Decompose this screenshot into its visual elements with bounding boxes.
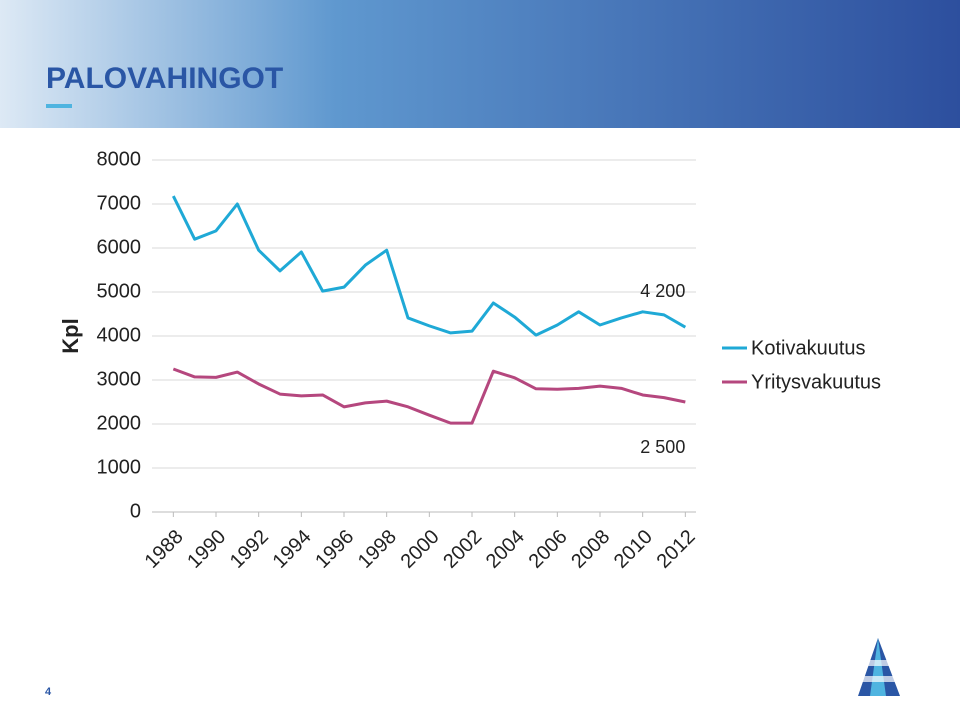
x-tick-label: 2010 (610, 526, 657, 573)
annotation: 2 500 (640, 437, 685, 457)
legend-label: Kotivakuutus (751, 337, 866, 359)
annotation: 4 200 (640, 281, 685, 301)
series-line (171, 195, 687, 337)
slide-title: PALOVAHINGOT (46, 62, 283, 95)
x-tick-label: 2008 (567, 526, 614, 573)
series-line (172, 367, 686, 425)
page-number: 4 (45, 686, 52, 698)
x-tick-label: 1992 (226, 526, 273, 573)
legend-label: Yritysvakuutus (751, 371, 881, 393)
x-tick-label: 1988 (141, 526, 188, 573)
y-tick-label: 0 (130, 500, 141, 522)
y-tick-label: 8000 (97, 148, 142, 170)
x-tick-label: 2004 (482, 526, 529, 573)
y-axis-label: Kpl (58, 318, 83, 353)
x-tick-label: 2000 (397, 526, 444, 573)
x-tick-label: 1990 (183, 526, 230, 573)
x-tick-label: 2002 (439, 526, 486, 573)
y-tick-label: 7000 (97, 192, 142, 214)
header-banner (0, 0, 960, 128)
x-tick-label: 1998 (354, 526, 401, 573)
x-tick-label: 2012 (653, 526, 700, 573)
y-tick-label: 1000 (97, 456, 142, 478)
y-tick-label: 3000 (97, 368, 142, 390)
title-underline (46, 104, 72, 108)
x-tick-label: 2006 (525, 526, 572, 573)
x-tick-label: 1994 (269, 526, 316, 573)
y-tick-label: 4000 (97, 324, 142, 346)
y-tick-label: 6000 (97, 236, 142, 258)
x-tick-label: 1996 (311, 526, 358, 573)
logo (858, 638, 900, 696)
y-tick-label: 5000 (97, 280, 142, 302)
y-tick-label: 2000 (97, 412, 142, 434)
